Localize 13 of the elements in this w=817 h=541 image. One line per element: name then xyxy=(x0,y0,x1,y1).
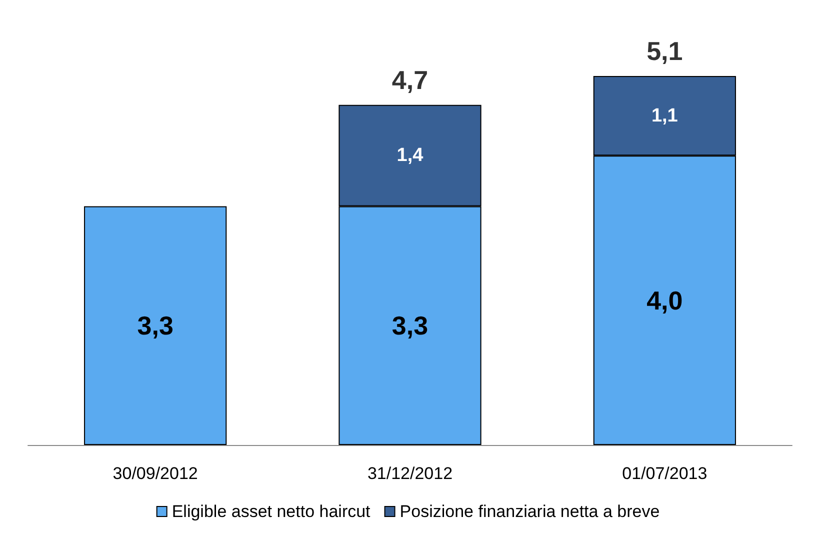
total-label: 5,1 xyxy=(646,36,683,66)
data-label: 4,0 xyxy=(646,285,683,316)
data-label: 1,1 xyxy=(651,105,678,126)
legend-label: Eligible asset netto haircut xyxy=(172,502,371,521)
bar xyxy=(84,206,227,445)
x-tick-label: 30/09/2012 xyxy=(112,464,198,483)
total-label: 4,7 xyxy=(392,64,428,95)
legend-label: Posizione finanziaria netta a breve xyxy=(400,502,660,521)
data-label: 3,3 xyxy=(137,310,174,341)
data-label: 3,3 xyxy=(392,310,428,341)
x-tick-label: 31/12/2012 xyxy=(367,464,453,483)
data-label: 1,4 xyxy=(396,145,424,166)
x-tick-label: 01/07/2013 xyxy=(622,464,708,483)
